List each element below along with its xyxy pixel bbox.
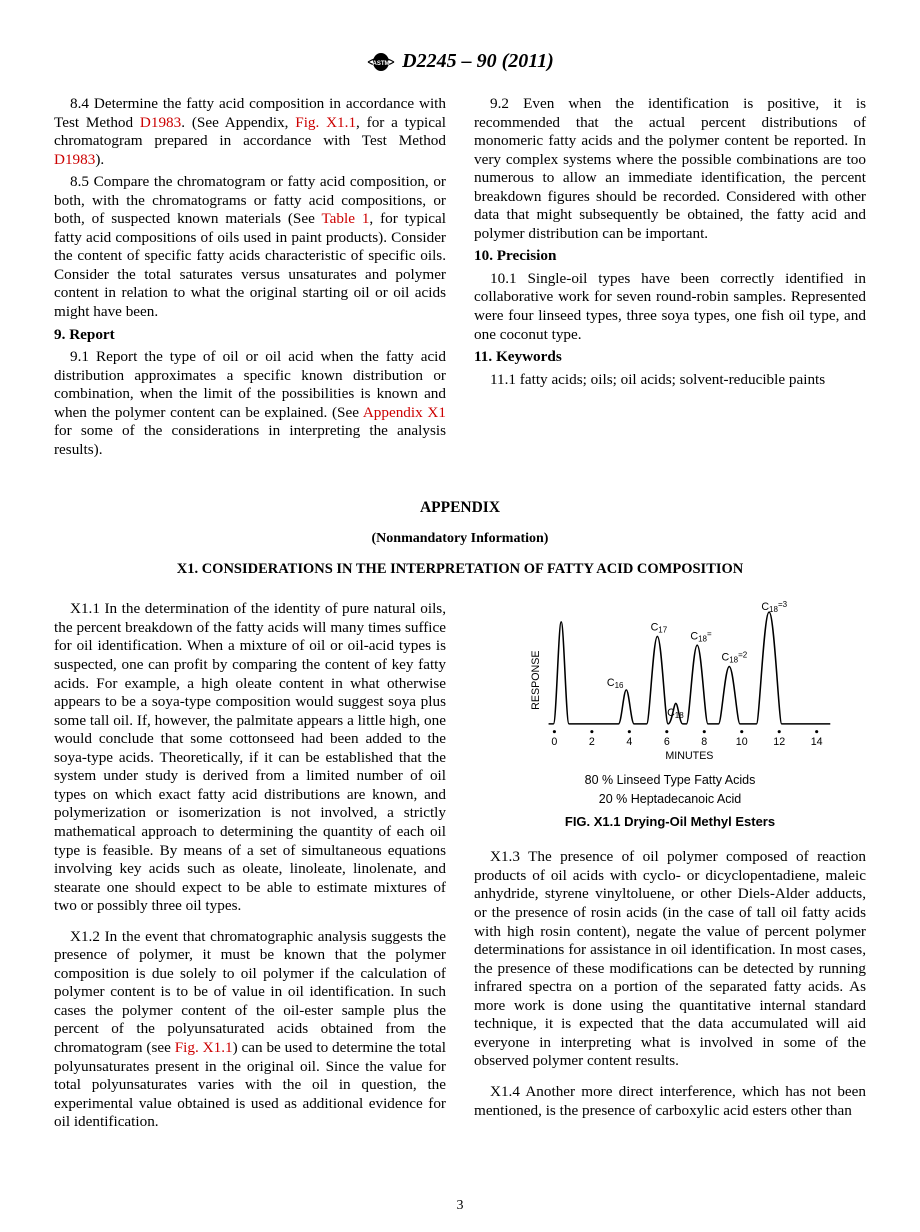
svg-text:RESPONSE: RESPONSE	[530, 651, 542, 710]
link-d1983-a[interactable]: D1983	[140, 114, 181, 131]
svg-text:C18: C18	[667, 707, 684, 720]
figure-sub-1: 80 % Linseed Type Fatty Acids	[474, 772, 866, 789]
para-x1-4: X1.4 Another more direct interference, w…	[474, 1083, 866, 1120]
section-9-heading: 9. Report	[54, 326, 446, 345]
para-x1-1: X1.1 In the determination of the identit…	[54, 600, 446, 915]
appendix-heading: APPENDIX	[54, 499, 866, 517]
para-9-1: 9.1 Report the type of oil or oil acid w…	[54, 348, 446, 459]
para-9-2: 9.2 Even when the identification is posi…	[474, 95, 866, 243]
svg-text:0: 0	[551, 737, 557, 749]
svg-text:C18=3: C18=3	[761, 601, 787, 614]
main-two-column: 8.4 Determine the fatty acid composition…	[54, 95, 866, 463]
section-10-heading: 10. Precision	[474, 247, 866, 266]
para-x1-3: X1.3 The presence of oil polymer compose…	[474, 848, 866, 1071]
svg-text:ASTM: ASTM	[373, 61, 390, 67]
para-10-1: 10.1 Single-oil types have been correctl…	[474, 270, 866, 344]
link-appendix-x1[interactable]: Appendix X1	[363, 404, 446, 421]
svg-text:C18=2: C18=2	[721, 651, 747, 664]
figure-sub-2: 20 % Heptadecanoic Acid	[474, 791, 866, 808]
svg-text:8: 8	[701, 737, 707, 749]
figure-caption: FIG. X1.1 Drying-Oil Methyl Esters	[474, 814, 866, 830]
figure-x1-1: 0 2 4 6 8 10 12 14 MINUTES RESPONSE C16 C17 C18 C18= C…	[474, 600, 866, 830]
link-fig-x11-a[interactable]: Fig. X1.1	[295, 114, 356, 131]
svg-text:C17: C17	[651, 622, 668, 635]
svg-text:MINUTES: MINUTES	[665, 750, 713, 762]
para-8-4: 8.4 Determine the fatty acid composition…	[54, 95, 446, 169]
svg-text:6: 6	[664, 737, 670, 749]
appendix-subheading: (Nonmandatory Information)	[54, 531, 866, 547]
link-d1983-b[interactable]: D1983	[54, 151, 95, 168]
svg-text:2: 2	[589, 737, 595, 749]
link-table-1[interactable]: Table 1	[321, 210, 369, 227]
page-number: 3	[0, 1198, 920, 1214]
svg-text:4: 4	[626, 737, 632, 749]
standard-number: D2245 – 90 (2011)	[402, 50, 554, 73]
link-fig-x11-b[interactable]: Fig. X1.1	[175, 1039, 233, 1056]
para-x1-2: X1.2 In the event that chromatographic a…	[54, 928, 446, 1132]
section-11-heading: 11. Keywords	[474, 348, 866, 367]
para-8-5: 8.5 Compare the chromatogram or fatty ac…	[54, 173, 446, 321]
svg-text:C18=: C18=	[690, 630, 712, 643]
astm-logo-icon: ASTM	[366, 52, 396, 72]
svg-text:C16: C16	[607, 677, 624, 690]
appendix-layout: X1.1 In the determination of the identit…	[54, 600, 866, 1160]
svg-text:12: 12	[773, 737, 785, 749]
page-header: ASTM D2245 – 90 (2011)	[54, 50, 866, 73]
svg-text:10: 10	[736, 737, 748, 749]
svg-text:14: 14	[811, 737, 823, 749]
appendix-title: X1. CONSIDERATIONS IN THE INTERPRETATION…	[54, 561, 866, 578]
para-11-1: 11.1 fatty acids; oils; oil acids; solve…	[474, 371, 866, 390]
